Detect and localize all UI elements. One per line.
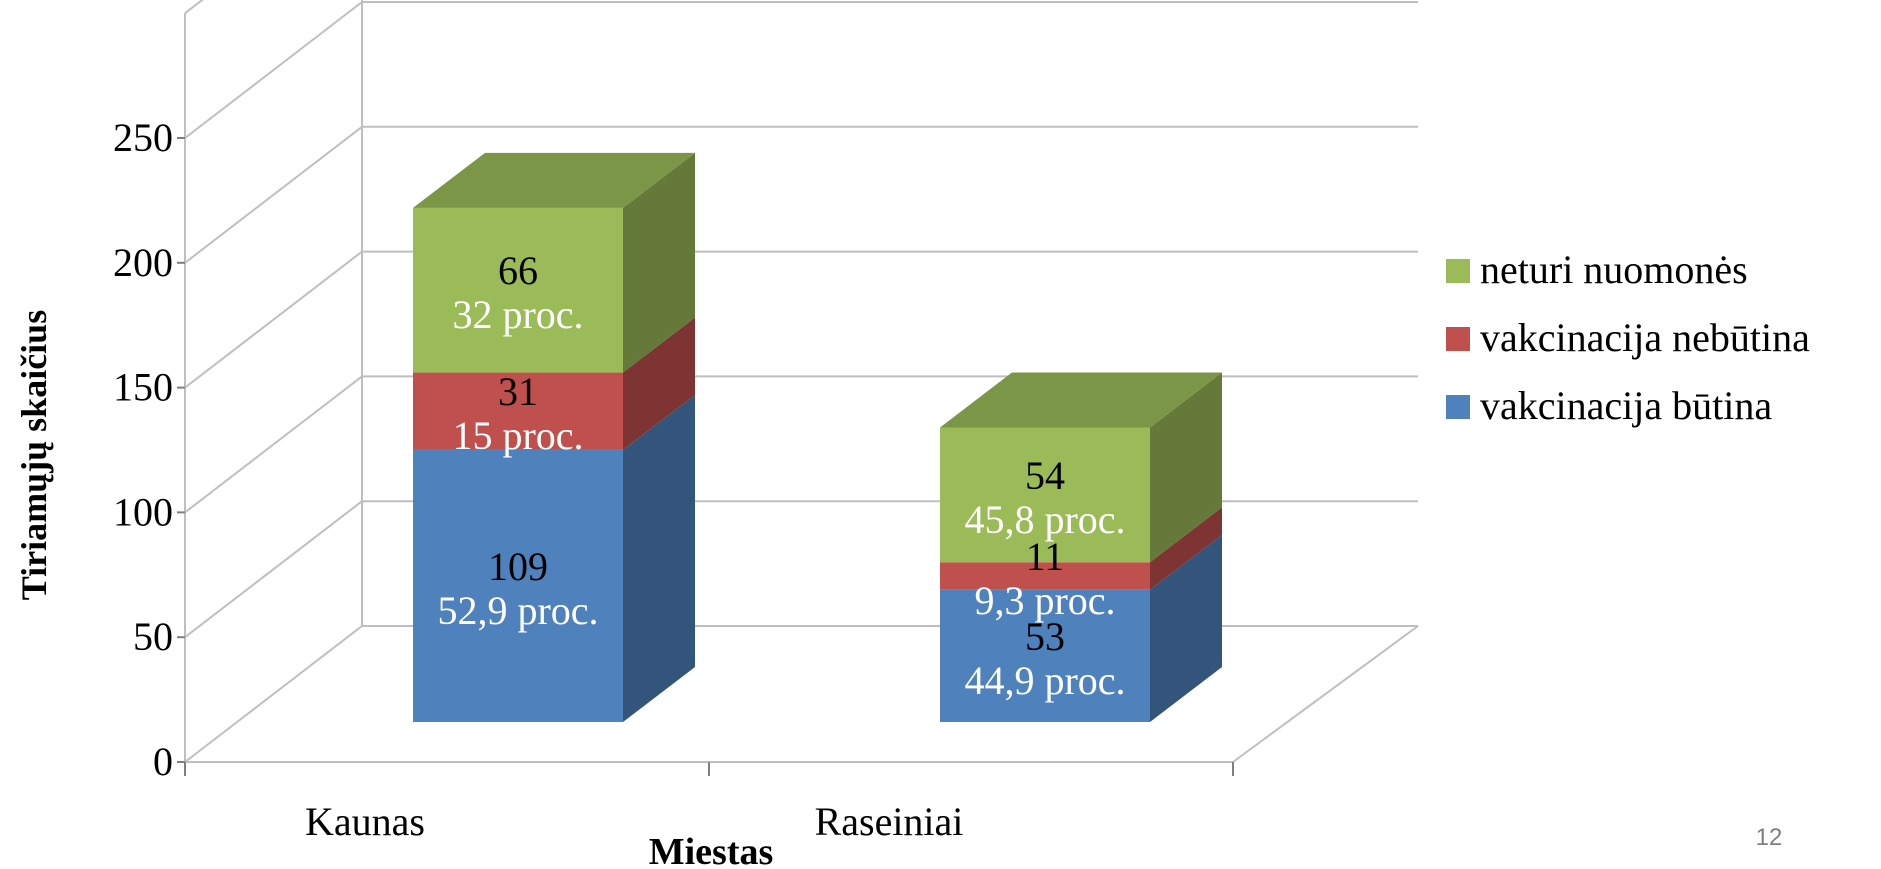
- legend-label: vakcinacija nebūtina: [1480, 315, 1810, 360]
- bars: [413, 152, 1222, 722]
- gridlines: [184, 0, 1418, 763]
- data-label-percent: 44,9 proc.: [964, 658, 1125, 703]
- bar-segment: [940, 507, 1222, 590]
- x-tick-label: Kaunas: [305, 799, 425, 844]
- x-axis-title: Miestas: [649, 831, 774, 869]
- y-tick-label: 50: [133, 614, 173, 659]
- bar-side: [623, 317, 695, 450]
- data-label-percent: 32 proc.: [452, 292, 583, 337]
- bar-top: [940, 372, 1222, 428]
- gridline-depth: [184, 1, 363, 139]
- chart-walls: [184, 0, 1419, 763]
- bar-side: [1150, 372, 1222, 563]
- bar-segment: [940, 534, 1222, 722]
- data-label-value: 11: [1026, 534, 1065, 579]
- x-tick-label: Raseiniai: [815, 799, 964, 844]
- data-label-value: 109: [488, 544, 548, 589]
- gridline-depth: [184, 250, 363, 389]
- y-tick-label: 250: [113, 115, 173, 160]
- bar-side: [623, 152, 695, 373]
- data-label-percent: 52,9 proc.: [437, 588, 598, 633]
- bar-side: [1150, 507, 1222, 590]
- y-tick-label: 200: [113, 240, 173, 285]
- bar-side: [1150, 534, 1222, 722]
- y-tick-label: 0: [153, 739, 173, 784]
- bar-segment: [413, 394, 695, 722]
- bar-side: [623, 394, 695, 722]
- data-label-value: 66: [498, 248, 538, 293]
- y-tick-label: 100: [113, 489, 173, 534]
- data-label-percent: 9,3 proc.: [974, 578, 1115, 623]
- bar-front: [413, 372, 623, 450]
- y-tick-label: 150: [113, 365, 173, 410]
- axes: 0 50 100 150 200 250 Kaunas Raseiniai: [113, 115, 1234, 844]
- bar-segment: [413, 152, 695, 373]
- legend-swatch: [1446, 327, 1470, 351]
- bar-front: [940, 427, 1150, 563]
- bar-front: [940, 562, 1150, 590]
- bar-front: [940, 589, 1150, 722]
- bar-top: [413, 152, 695, 208]
- y-axis-title: Tiriamųjų skaičius: [14, 310, 54, 600]
- gridline-depth: [184, 126, 363, 264]
- bar-segment: [413, 317, 695, 450]
- gridline-depth: [184, 625, 363, 763]
- data-label-percent: 45,8 proc.: [964, 497, 1125, 542]
- floor-right-edge: [1232, 625, 1419, 763]
- data-label-percent: 15 proc.: [452, 413, 583, 458]
- legend-swatch: [1446, 259, 1470, 283]
- data-label-value: 53: [1025, 614, 1065, 659]
- slide-number: 12: [1756, 824, 1783, 851]
- bar-front: [413, 207, 623, 373]
- legend: neturi nuomonės vakcinacija nebūtina vakci…: [1446, 247, 1810, 428]
- gridline-depth: [184, 0, 204, 14]
- data-label-value: 31: [498, 369, 538, 414]
- legend-label: neturi nuomonės: [1480, 247, 1748, 292]
- bar-segment: [940, 372, 1222, 563]
- legend-label: vakcinacija būtina: [1480, 383, 1772, 428]
- gridline-depth: [184, 375, 363, 514]
- data-label-value: 54: [1025, 453, 1065, 498]
- legend-swatch: [1446, 395, 1470, 419]
- gridline-depth: [184, 500, 363, 638]
- bar-front: [413, 449, 623, 722]
